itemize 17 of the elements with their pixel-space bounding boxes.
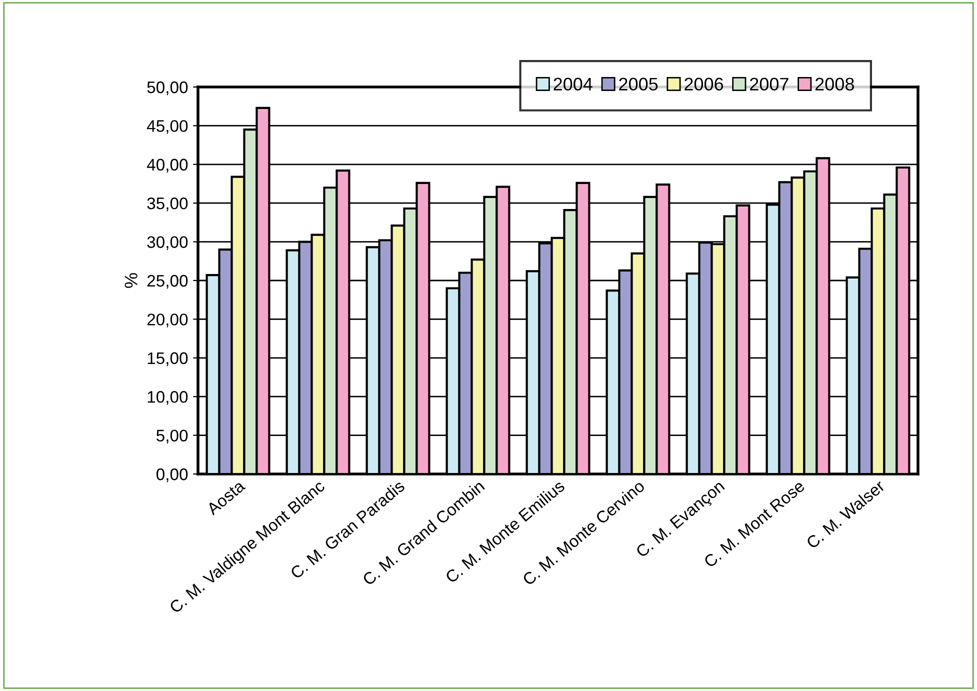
y-tick-label: 20,00 bbox=[147, 314, 188, 328]
y-tick-label: 10,00 bbox=[148, 391, 188, 405]
y-tick-label: 5,00 bbox=[156, 430, 188, 444]
y-tick-label: 30,00 bbox=[147, 236, 188, 250]
y-tick-label: 15,00 bbox=[148, 352, 188, 366]
y-tick-label: 0,00 bbox=[156, 468, 188, 482]
y-tick-label: 45,00 bbox=[146, 120, 188, 134]
y-tick-label: 25,00 bbox=[147, 274, 188, 289]
y-tick-label: 40,00 bbox=[146, 158, 188, 173]
legend-label: 2006 bbox=[684, 78, 724, 91]
y-tick-label: 35,00 bbox=[147, 198, 188, 212]
legend-label: 2004 bbox=[554, 78, 592, 91]
legend-label: 2007 bbox=[750, 78, 788, 91]
legend-label: 2008 bbox=[815, 78, 854, 91]
legend-label: 2005 bbox=[619, 78, 658, 91]
y-axis-title: % bbox=[124, 273, 138, 288]
y-tick-label: 50,00 bbox=[147, 81, 188, 96]
